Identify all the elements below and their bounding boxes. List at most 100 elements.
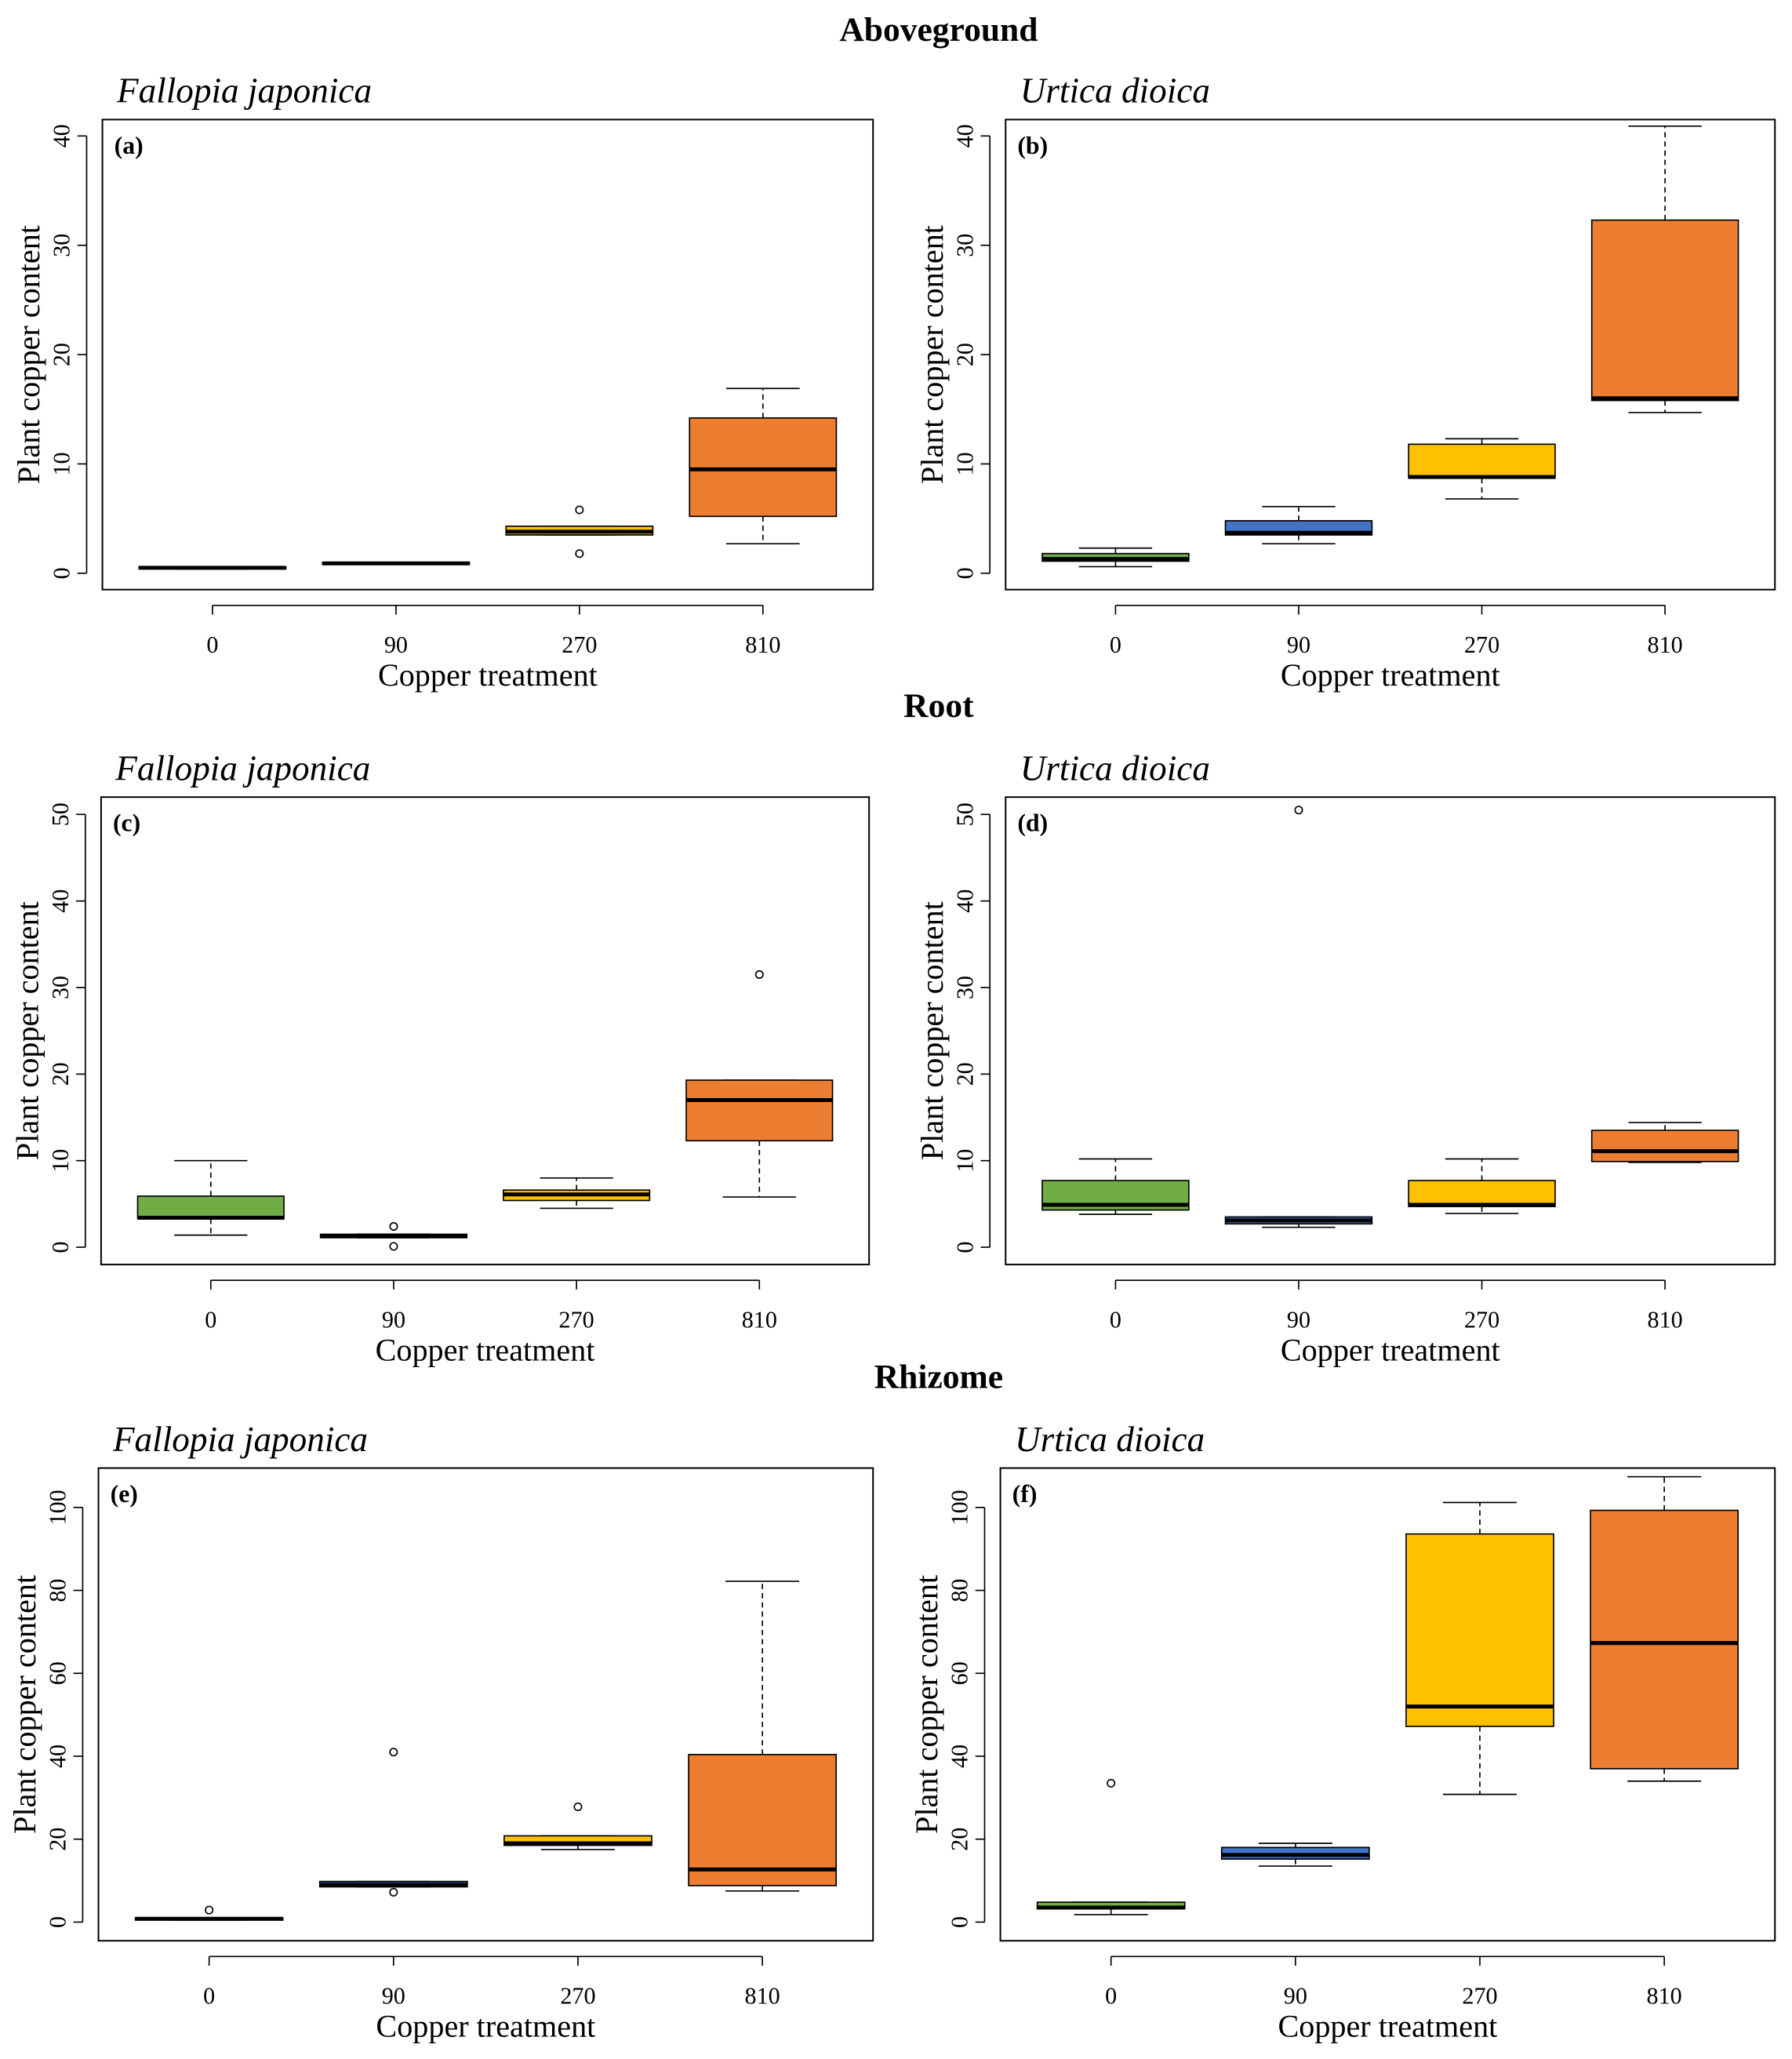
x-tick-label: 0 [1105, 1983, 1117, 2010]
y-tick-label: 40 [951, 124, 978, 147]
y-tick-label: 0 [47, 1242, 74, 1253]
panel-title: Urtica dioica [1020, 71, 1210, 111]
y-tick-label: 50 [47, 802, 74, 826]
box-810 [1590, 125, 1739, 413]
plot-frame [100, 796, 871, 1266]
iqr-box [1590, 1130, 1739, 1162]
outlier-point [573, 1802, 583, 1812]
y-tick-label: 30 [47, 976, 74, 999]
panel-title: Fallopia japonica [116, 71, 372, 111]
y-tick-label: 0 [45, 1916, 71, 1928]
y-tick-label: 20 [47, 1062, 74, 1086]
plot-frame [101, 118, 874, 591]
y-tick-label: 20 [951, 343, 978, 366]
y-axis-label: Plant copper content [909, 1575, 944, 1834]
y-tick-label: 30 [951, 234, 978, 257]
plot-frame [999, 1467, 1776, 1942]
y-tick-label: 100 [947, 1490, 973, 1525]
x-tick-label: 810 [745, 1983, 780, 2010]
x-tick-label: 90 [1284, 1983, 1307, 2010]
x-tick-label: 0 [205, 1306, 216, 1333]
x-tick-label: 90 [1287, 1306, 1310, 1333]
y-tick-label: 20 [45, 1828, 71, 1851]
iqr-box [1590, 219, 1739, 402]
x-axis-label: Copper treatment [1278, 2008, 1497, 2043]
x-tick-label: 90 [1287, 631, 1310, 658]
x-tick-label: 270 [1464, 1306, 1499, 1333]
y-tick-label: 0 [49, 567, 75, 579]
outlier-point [575, 549, 584, 558]
box-270 [505, 505, 654, 558]
x-axis-label: Copper treatment [378, 657, 598, 693]
y-tick-label: 30 [951, 976, 978, 999]
outlier-point [754, 969, 764, 979]
y-tick-label: 40 [49, 124, 75, 147]
iqr-box [1405, 1533, 1554, 1727]
x-tick-label: 270 [1464, 631, 1499, 658]
x-axis-label: Copper treatment [376, 1332, 595, 1367]
section-title-root: Root [903, 687, 974, 725]
panel-title: Fallopia japonica [114, 748, 370, 788]
y-tick-label: 0 [951, 567, 978, 579]
box-270 [503, 1802, 652, 1850]
x-tick-label: 810 [1648, 631, 1683, 658]
y-axis-label: Plant copper content [11, 225, 46, 484]
y-tick-label: 80 [947, 1578, 973, 1602]
x-axis-label: Copper treatment [1281, 657, 1500, 693]
box-810 [689, 387, 838, 545]
plot-frame [1005, 796, 1776, 1266]
section-title-aboveground: Aboveground [839, 11, 1038, 49]
x-tick-label: 810 [1648, 1306, 1683, 1333]
panel-title: Fallopia japonica [112, 1420, 368, 1459]
box-810 [1590, 1475, 1739, 1782]
panel-label: (b) [1017, 132, 1048, 159]
x-tick-label: 90 [382, 1306, 405, 1333]
panel-e: Fallopia japonica (e) 0 20 40 60 80 100 Plant co… [7, 1420, 874, 2043]
outlier-point [205, 1905, 214, 1915]
y-tick-label: 0 [951, 1242, 978, 1253]
y-tick-label: 40 [947, 1744, 973, 1768]
box-0 [1041, 547, 1190, 568]
box-90 [1224, 806, 1373, 1228]
plot-frame [97, 1467, 874, 1942]
x-tick-label: 0 [1110, 631, 1121, 658]
box-90 [1224, 505, 1373, 545]
y-tick-label: 40 [951, 889, 978, 913]
y-tick-label: 30 [49, 234, 75, 257]
x-tick-label: 810 [745, 631, 780, 658]
y-tick-label: 10 [47, 1149, 74, 1173]
y-tick-label: 100 [45, 1490, 71, 1525]
y-axis-label: Plant copper content [914, 901, 950, 1160]
y-tick-label: 40 [45, 1744, 71, 1768]
panel-d: Urtica dioica (d) 0 10 20 30 40 50 Plant copper … [914, 748, 1776, 1367]
box-90 [322, 561, 471, 566]
box-810 [1590, 1122, 1739, 1163]
panel-title: Urtica dioica [1015, 1420, 1205, 1459]
outlier-point [389, 1887, 398, 1897]
box-90 [1220, 1843, 1370, 1867]
y-tick-label: 50 [951, 802, 978, 826]
panel-label: (e) [111, 1480, 138, 1508]
outlier-point [575, 505, 584, 515]
x-tick-label: 270 [559, 1306, 594, 1333]
outlier-point [1107, 1778, 1116, 1788]
iqr-box [689, 417, 838, 518]
box-810 [685, 969, 834, 1198]
section-title-rhizome: Rhizome [874, 1359, 1003, 1396]
outlier-point [389, 1748, 398, 1757]
x-tick-label: 270 [562, 631, 597, 658]
iqr-box [136, 1195, 285, 1220]
iqr-box [1408, 443, 1556, 479]
panel-b: Urtica dioica (b) 0 10 20 30 40 Plant copper co… [914, 71, 1776, 693]
x-tick-label: 0 [203, 1983, 215, 2010]
y-tick-label: 20 [49, 343, 75, 366]
box-270 [1405, 1501, 1554, 1795]
box-90 [318, 1748, 468, 1897]
y-tick-label: 10 [951, 452, 978, 475]
y-tick-label: 60 [947, 1661, 973, 1685]
y-tick-label: 20 [951, 1062, 978, 1086]
x-tick-label: 810 [1647, 1983, 1682, 2010]
y-tick-label: 40 [47, 889, 74, 913]
box-0 [1041, 1158, 1190, 1215]
